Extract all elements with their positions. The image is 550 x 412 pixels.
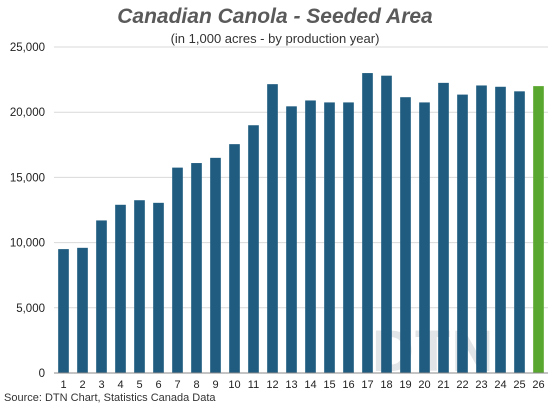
chart-subtitle: (in 1,000 acres - by production year) bbox=[170, 31, 380, 46]
y-tick-label: 15,000 bbox=[10, 172, 45, 184]
bar bbox=[153, 202, 164, 373]
x-tick-label: 6 bbox=[155, 379, 161, 391]
x-tick-label: 22 bbox=[456, 379, 468, 391]
x-tick-label: 4 bbox=[117, 379, 123, 391]
x-tick-label: 18 bbox=[380, 379, 392, 391]
bar bbox=[305, 100, 316, 374]
x-tick-label: 12 bbox=[266, 379, 278, 391]
bar bbox=[400, 97, 411, 373]
bars bbox=[58, 73, 544, 374]
bar bbox=[191, 163, 202, 373]
x-tick-label: 5 bbox=[136, 379, 142, 391]
bar bbox=[286, 106, 297, 373]
x-tick-label: 24 bbox=[494, 379, 506, 391]
source-note: Source: DTN Chart, Statistics Canada Dat… bbox=[4, 392, 216, 404]
x-tick-label: 8 bbox=[193, 379, 199, 391]
bar bbox=[210, 157, 221, 373]
bar bbox=[362, 73, 373, 373]
bar bbox=[438, 82, 449, 374]
bar bbox=[248, 125, 259, 374]
y-tick-label: 10,000 bbox=[10, 238, 45, 250]
bar bbox=[514, 91, 525, 373]
x-tick-label: 17 bbox=[361, 379, 373, 391]
bar bbox=[229, 144, 240, 373]
x-tick-label: 23 bbox=[475, 379, 487, 391]
x-tick-label: 3 bbox=[98, 379, 104, 391]
bar bbox=[115, 204, 126, 373]
gridlines bbox=[54, 46, 548, 309]
y-tick-label: 0 bbox=[39, 368, 45, 380]
x-tick-label: 21 bbox=[437, 379, 449, 391]
bar bbox=[495, 86, 506, 373]
x-tick-label: 15 bbox=[323, 379, 335, 391]
bar bbox=[96, 220, 107, 373]
bar bbox=[419, 102, 430, 374]
x-tick-label: 14 bbox=[304, 379, 316, 391]
x-tick-label: 26 bbox=[532, 379, 544, 391]
x-tick-label: 25 bbox=[513, 379, 525, 391]
bar bbox=[324, 102, 335, 374]
bar bbox=[381, 75, 392, 374]
y-tick-label: 25,000 bbox=[10, 42, 45, 54]
bar bbox=[58, 249, 69, 373]
x-tick-label: 7 bbox=[174, 379, 180, 391]
x-axis-tick-labels: 1 2 3 4 5 6 7 8 9 10 11 12 13 14 15 16 17 18 19 20 21 22 23 24 2… bbox=[60, 379, 544, 391]
y-tick-label: 20,000 bbox=[10, 107, 45, 119]
chart-title: Canadian Canola - Seeded Area bbox=[117, 5, 433, 28]
x-tick-label: 1 bbox=[60, 379, 66, 391]
x-tick-label: 2 bbox=[79, 379, 85, 391]
bar bbox=[476, 85, 487, 373]
y-axis-tick-labels: 0 5,000 10,000 15,000 20,000 25,000 bbox=[10, 42, 45, 380]
bar bbox=[533, 86, 544, 374]
bar bbox=[77, 247, 88, 373]
x-tick-label: 13 bbox=[285, 379, 297, 391]
x-tick-label: 10 bbox=[228, 379, 240, 391]
x-tick-label: 19 bbox=[399, 379, 411, 391]
x-tick-label: 20 bbox=[418, 379, 430, 391]
bar bbox=[267, 84, 278, 373]
bar bbox=[457, 94, 468, 373]
bar bbox=[134, 200, 145, 373]
x-tick-label: 9 bbox=[212, 379, 218, 391]
y-tick-label: 5,000 bbox=[16, 303, 45, 315]
bar bbox=[172, 167, 183, 373]
x-tick-label: 11 bbox=[248, 379, 259, 391]
x-tick-label: 16 bbox=[342, 379, 354, 391]
bar bbox=[343, 102, 354, 374]
